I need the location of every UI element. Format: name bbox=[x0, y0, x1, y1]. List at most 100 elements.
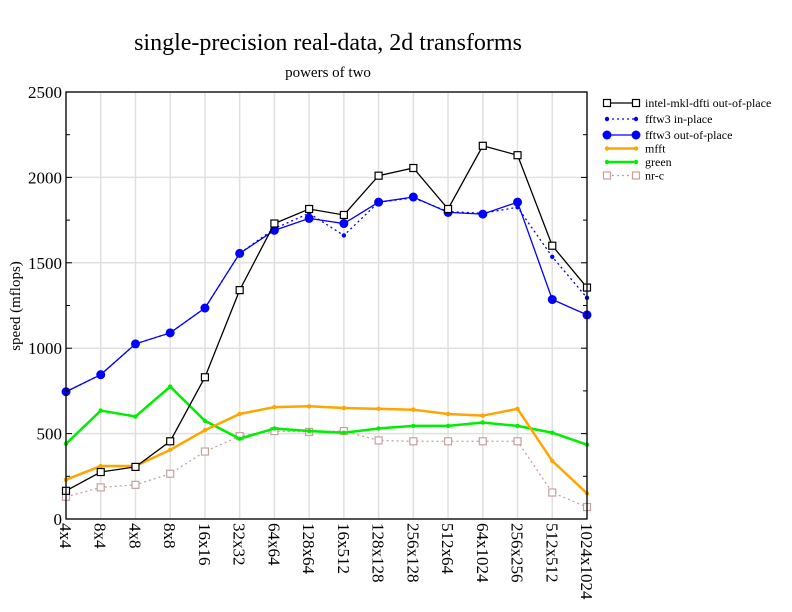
data-point-mfft bbox=[480, 413, 485, 418]
series-fftw3-out-of-place bbox=[61, 192, 592, 397]
data-point-intel-mkl-dfti-out-of-place bbox=[339, 210, 348, 220]
series-fftw3-in-place bbox=[63, 195, 590, 394]
y-tick-label: 2500 bbox=[28, 83, 62, 102]
x-tick-label: 4x4 bbox=[56, 523, 75, 549]
legend-item: fftw3 out-of-place bbox=[602, 128, 732, 142]
data-point-mfft bbox=[168, 447, 173, 453]
legend-marker bbox=[604, 146, 610, 151]
series-green bbox=[63, 384, 590, 447]
series-line-green bbox=[65, 384, 588, 446]
legend-marker bbox=[602, 171, 612, 180]
data-point-fftw3-out-of-place bbox=[339, 219, 349, 229]
data-point-green bbox=[341, 430, 347, 435]
x-tick-label: 4x8 bbox=[125, 523, 144, 549]
legend-marker bbox=[633, 116, 639, 122]
data-point-fftw3-out-of-place bbox=[200, 303, 210, 313]
data-point-mfft bbox=[98, 463, 103, 469]
series-nr-c bbox=[61, 426, 592, 512]
data-point-nr-c bbox=[200, 447, 210, 456]
legend-label: mfft bbox=[645, 142, 666, 156]
data-point-fftw3-out-of-place bbox=[130, 339, 140, 349]
y-tick-label: 1000 bbox=[28, 339, 62, 358]
data-point-intel-mkl-dfti-out-of-place bbox=[96, 467, 105, 477]
x-tick-label: 64x64 bbox=[264, 523, 283, 566]
legend-item: nr-c bbox=[602, 169, 664, 183]
data-point-fftw3-out-of-place bbox=[374, 197, 384, 207]
legend: intel-mkl-dfti out-of-place fftw3 in-plac… bbox=[602, 96, 771, 183]
data-point-green bbox=[445, 423, 451, 429]
x-tick-label: 64x1024 bbox=[473, 523, 492, 583]
plot-frame bbox=[65, 91, 588, 520]
series-line-nr-c bbox=[65, 430, 588, 508]
x-tick-label: 16x512 bbox=[334, 523, 353, 574]
data-point-fftw3-out-of-place bbox=[513, 197, 523, 207]
data-point-fftw3-out-of-place bbox=[304, 213, 314, 223]
legend-marker bbox=[604, 159, 610, 165]
data-point-green bbox=[550, 430, 555, 435]
data-point-green bbox=[237, 436, 242, 441]
data-point-mfft bbox=[515, 406, 520, 412]
legend-marker bbox=[604, 116, 610, 122]
chart-title: single-precision real-data, 2d transform… bbox=[134, 30, 522, 56]
series-line-intel-mkl-dfti-out-of-place bbox=[65, 145, 588, 492]
data-point-fftw3-in-place bbox=[550, 254, 555, 260]
x-tick-label: 1024x1024 bbox=[577, 523, 596, 600]
data-point-intel-mkl-dfti-out-of-place bbox=[235, 286, 244, 295]
legend-label: green bbox=[645, 155, 672, 169]
data-point-green bbox=[98, 408, 103, 413]
data-point-green bbox=[480, 420, 485, 425]
legend-label: fftw3 in-place bbox=[645, 112, 712, 126]
x-tick-label: 32x32 bbox=[230, 523, 249, 566]
legend-marker bbox=[602, 98, 612, 108]
data-point-intel-mkl-dfti-out-of-place bbox=[478, 141, 487, 150]
data-point-fftw3-out-of-place bbox=[235, 248, 245, 258]
legend-marker bbox=[631, 98, 641, 108]
y-tick-label: 1500 bbox=[28, 254, 62, 273]
data-point-mfft bbox=[411, 407, 416, 412]
data-point-fftw3-out-of-place bbox=[547, 295, 557, 305]
series-line-fftw3-in-place bbox=[65, 197, 588, 393]
data-point-green bbox=[411, 423, 416, 429]
y-tick-label: 2000 bbox=[28, 168, 62, 187]
grid bbox=[65, 91, 588, 520]
legend-label: nr-c bbox=[645, 169, 664, 183]
data-point-mfft bbox=[272, 404, 277, 410]
data-point-nr-c bbox=[409, 437, 418, 446]
data-point-mfft bbox=[306, 404, 312, 409]
x-tick-label: 128x64 bbox=[299, 523, 318, 575]
data-point-intel-mkl-dfti-out-of-place bbox=[443, 204, 453, 214]
data-point-intel-mkl-dfti-out-of-place bbox=[409, 163, 418, 173]
data-point-mfft bbox=[445, 411, 451, 417]
series-intel-mkl-dfti-out-of-place bbox=[61, 141, 592, 495]
data-point-fftw3-out-of-place bbox=[165, 328, 175, 338]
y-axis-label: speed (mflops) bbox=[8, 261, 24, 351]
legend-marker bbox=[631, 171, 641, 180]
data-point-intel-mkl-dfti-out-of-place bbox=[548, 241, 557, 250]
data-point-fftw3-out-of-place bbox=[96, 370, 106, 380]
data-point-green bbox=[133, 414, 138, 419]
legend-marker bbox=[602, 130, 612, 140]
x-tick-label: 256x256 bbox=[508, 523, 527, 583]
data-point-green bbox=[202, 418, 208, 423]
axes: 0 500 1000 1500 2000 2500 4x4 8x4 4x8 8x8 16x16 32x… bbox=[28, 83, 596, 600]
series-line-mfft bbox=[65, 405, 588, 495]
data-point-intel-mkl-dfti-out-of-place bbox=[200, 373, 210, 382]
series-mfft bbox=[63, 404, 590, 496]
data-point-green bbox=[515, 423, 520, 429]
data-point-nr-c bbox=[548, 488, 557, 497]
legend-item: fftw3 in-place bbox=[604, 112, 712, 126]
data-point-intel-mkl-dfti-out-of-place bbox=[513, 151, 522, 160]
data-point-nr-c bbox=[131, 480, 140, 489]
legend-marker bbox=[631, 130, 641, 140]
data-point-nr-c bbox=[513, 437, 522, 446]
x-tick-label: 512x512 bbox=[542, 523, 561, 583]
data-point-nr-c bbox=[166, 469, 175, 478]
legend-item: green bbox=[604, 155, 672, 169]
data-point-nr-c bbox=[96, 483, 105, 492]
legend-item: mfft bbox=[604, 142, 666, 156]
legend-label: fftw3 out-of-place bbox=[645, 128, 732, 142]
data-point-intel-mkl-dfti-out-of-place bbox=[374, 171, 383, 180]
data-point-nr-c bbox=[443, 437, 453, 446]
data-point-intel-mkl-dfti-out-of-place bbox=[166, 437, 175, 446]
